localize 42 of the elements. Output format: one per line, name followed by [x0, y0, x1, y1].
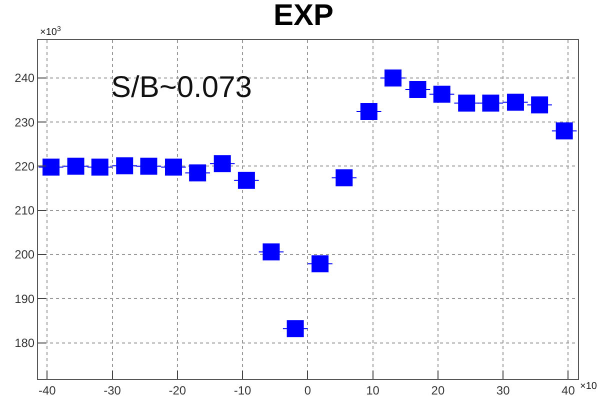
- point: [384, 69, 402, 86]
- x-tick-label: -20: [168, 383, 186, 398]
- x-tick-label: -40: [38, 383, 56, 398]
- point: [116, 157, 134, 174]
- annotation: S/B~0.073: [111, 71, 252, 104]
- point: [164, 158, 182, 176]
- point: [336, 169, 353, 186]
- y-tick-label: 200: [14, 248, 35, 262]
- point: [409, 80, 426, 98]
- x-tick-label: 20: [431, 383, 445, 398]
- x-tick-label: 30: [496, 383, 510, 398]
- point: [482, 94, 500, 112]
- point: [531, 96, 548, 114]
- chart-title: EXP: [273, 0, 334, 32]
- point: [506, 94, 524, 111]
- point: [262, 243, 280, 260]
- text: ×10: [580, 381, 598, 392]
- point: [458, 94, 476, 112]
- y-tick-label: 180: [14, 336, 35, 350]
- point: [67, 158, 84, 175]
- y-tick-label: 240: [14, 71, 35, 86]
- point: [433, 86, 450, 103]
- x-tick-label: 40: [562, 383, 576, 398]
- y-tick-label: 190: [14, 292, 35, 306]
- point: [312, 255, 329, 272]
- point: [140, 158, 158, 175]
- x-tick-label: -30: [104, 383, 122, 398]
- point: [214, 155, 231, 172]
- point: [556, 122, 573, 140]
- x-tick-label: 10: [366, 383, 380, 398]
- point: [360, 103, 378, 120]
- point: [238, 172, 255, 189]
- y-tick-label: 230: [14, 115, 35, 130]
- point: [91, 158, 108, 176]
- x-tick-label: 0: [304, 383, 312, 398]
- point: [42, 158, 60, 176]
- text: ×10$^{3}$: [40, 26, 61, 38]
- point: [286, 320, 304, 338]
- x-tick-label: -10: [234, 383, 252, 398]
- y-tick-label: 210: [14, 204, 35, 218]
- y-tick-label: 220: [14, 159, 35, 174]
- point: [189, 164, 206, 182]
